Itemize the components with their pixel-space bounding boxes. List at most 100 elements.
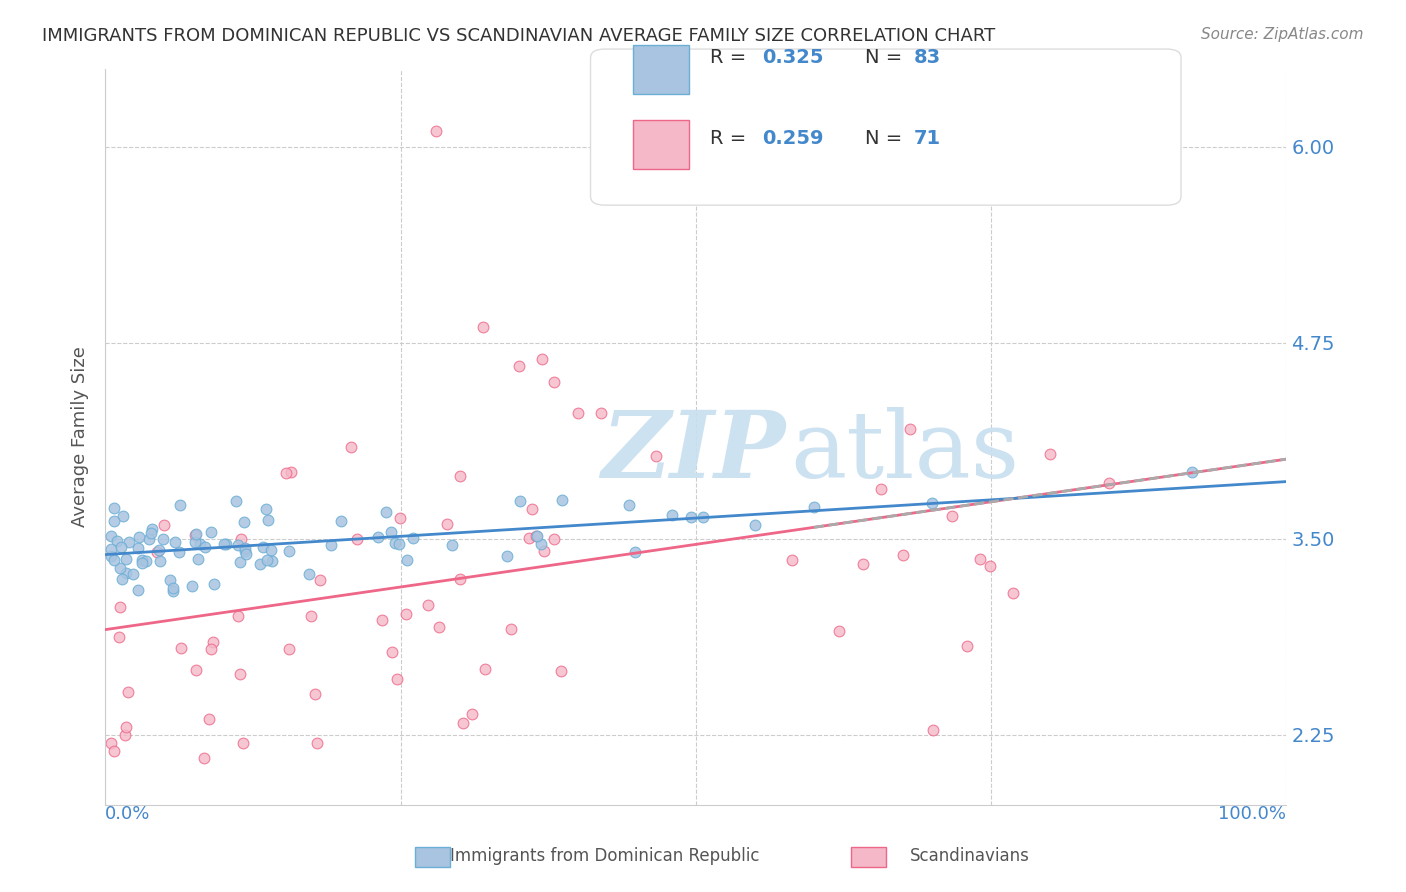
Point xyxy=(394,607,416,621)
Point xyxy=(299,609,322,624)
Point xyxy=(308,573,330,587)
Text: atlas: atlas xyxy=(790,407,1019,497)
Point xyxy=(108,630,131,644)
Point xyxy=(100,549,122,563)
Point xyxy=(416,599,439,613)
Point xyxy=(340,440,363,454)
Point xyxy=(184,535,207,549)
Point xyxy=(100,529,122,543)
Point xyxy=(215,537,238,551)
Point xyxy=(1098,475,1121,490)
Point xyxy=(170,640,193,655)
Point xyxy=(212,537,235,551)
Point xyxy=(135,554,157,568)
Point xyxy=(169,499,191,513)
Text: ZIP: ZIP xyxy=(602,407,786,497)
Point xyxy=(128,530,150,544)
Point xyxy=(103,514,125,528)
Point xyxy=(1039,446,1062,460)
Point xyxy=(307,736,329,750)
Point xyxy=(226,609,249,624)
Point xyxy=(427,620,450,634)
Text: Source: ZipAtlas.com: Source: ZipAtlas.com xyxy=(1201,27,1364,42)
Point xyxy=(679,510,702,524)
Point xyxy=(522,501,544,516)
Point xyxy=(617,499,640,513)
Point xyxy=(1002,586,1025,600)
Point xyxy=(100,736,122,750)
Point xyxy=(1181,465,1204,479)
Point xyxy=(139,525,162,540)
Point xyxy=(661,508,683,523)
Point xyxy=(509,494,531,508)
Point xyxy=(131,553,153,567)
Point xyxy=(184,527,207,541)
Point xyxy=(277,642,299,657)
Point xyxy=(898,422,921,436)
Point xyxy=(229,556,252,570)
Point xyxy=(979,558,1001,573)
Point xyxy=(184,663,207,677)
Point xyxy=(121,567,143,582)
Point xyxy=(152,518,174,533)
Text: 71: 71 xyxy=(914,128,941,148)
Point xyxy=(346,532,368,546)
Point xyxy=(517,531,540,545)
Point xyxy=(803,500,825,515)
Point xyxy=(187,551,209,566)
Point xyxy=(645,449,668,463)
Point xyxy=(233,515,256,529)
Point xyxy=(193,540,215,554)
Point xyxy=(780,553,803,567)
Point xyxy=(149,554,172,568)
Point xyxy=(531,351,554,366)
Point xyxy=(530,536,553,550)
Point xyxy=(162,584,184,599)
Point xyxy=(922,723,945,738)
Point xyxy=(229,533,252,547)
Point xyxy=(162,581,184,595)
Point xyxy=(852,557,875,571)
Point xyxy=(100,541,122,556)
Point xyxy=(543,533,565,547)
Point xyxy=(524,529,547,543)
Point xyxy=(941,508,963,523)
Point xyxy=(110,541,132,555)
Text: 83: 83 xyxy=(914,48,941,68)
Point xyxy=(384,536,406,550)
Point xyxy=(402,531,425,545)
Point xyxy=(321,538,343,552)
Point xyxy=(501,622,523,636)
Point xyxy=(280,465,302,479)
Point xyxy=(115,552,138,566)
Point xyxy=(543,375,565,389)
Point xyxy=(148,543,170,558)
Point xyxy=(152,532,174,546)
Point xyxy=(508,359,530,374)
Point xyxy=(526,529,548,543)
Text: Scandinavians: Scandinavians xyxy=(910,847,1031,865)
Point xyxy=(114,728,136,742)
Point xyxy=(451,715,474,730)
Point xyxy=(388,511,411,525)
Point xyxy=(193,751,215,765)
Point xyxy=(623,545,645,559)
Point xyxy=(550,665,572,679)
Point xyxy=(330,514,353,528)
Point xyxy=(108,561,131,575)
Point xyxy=(870,482,893,496)
Point xyxy=(396,552,419,566)
Point xyxy=(115,720,138,734)
Point xyxy=(111,509,134,524)
Point xyxy=(744,517,766,532)
Point xyxy=(188,536,211,550)
Point xyxy=(198,712,221,726)
Text: N =: N = xyxy=(865,128,908,148)
Point xyxy=(256,553,278,567)
Point xyxy=(461,706,484,721)
Point xyxy=(127,541,149,555)
Point xyxy=(184,527,207,541)
Point xyxy=(276,467,298,481)
Point xyxy=(472,320,495,334)
Point xyxy=(374,506,396,520)
